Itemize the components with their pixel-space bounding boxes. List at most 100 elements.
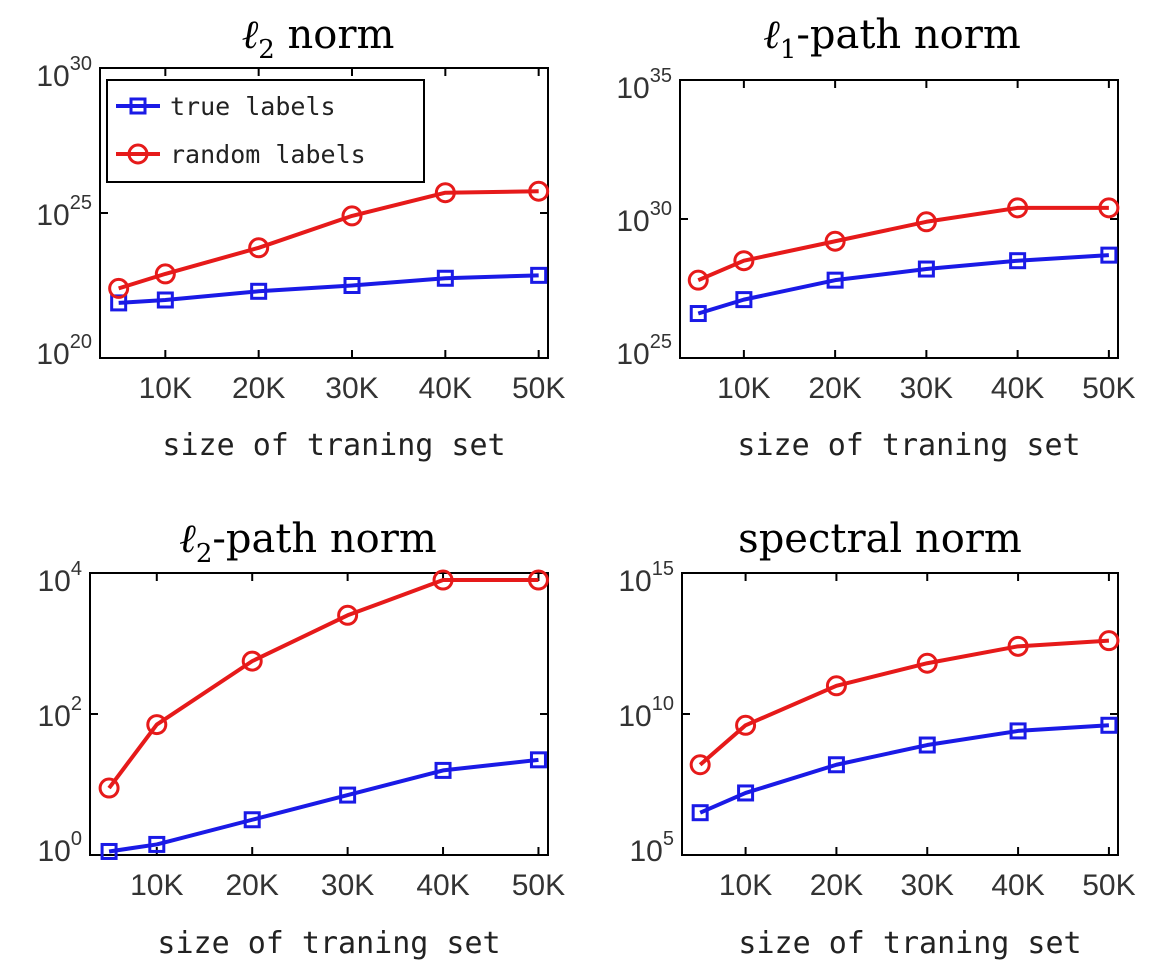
legend-label: true labels xyxy=(170,92,336,121)
y-tick-base: 10 xyxy=(36,60,69,93)
y-tick-base: 10 xyxy=(38,835,71,868)
y-tick-base: 10 xyxy=(38,565,71,598)
y-tick-base: 10 xyxy=(36,338,69,371)
data-point-random-labels xyxy=(825,675,847,697)
data-point-random-labels xyxy=(248,237,270,259)
data-point-random-labels xyxy=(1007,197,1029,219)
data-point-random-labels xyxy=(341,205,363,227)
data-point-random-labels xyxy=(915,211,937,233)
data-point-true-labels xyxy=(434,761,452,779)
series-line-random-labels xyxy=(698,638,1110,767)
y-tick-label: 105 xyxy=(630,828,675,868)
y-tick-exponent: 0 xyxy=(71,828,82,850)
y-tick-label: 104 xyxy=(38,558,83,598)
series-line-true-labels xyxy=(697,253,1109,316)
title-math: ℓ xyxy=(179,516,196,562)
data-point-random-labels xyxy=(733,250,755,272)
x-axis-label: size of traning set xyxy=(738,926,1081,961)
data-point-random-labels xyxy=(108,277,130,299)
title-rest: -path norm xyxy=(212,516,436,562)
x-tick-label: 30K xyxy=(900,372,953,405)
x-tick-label: 20K xyxy=(232,372,285,405)
data-point-true-labels xyxy=(1009,722,1027,740)
y-tick-label: 1025 xyxy=(616,331,672,371)
x-axis-label: size of traning set xyxy=(157,926,500,961)
x-tick-label: 10K xyxy=(139,372,192,405)
x-tick-label: 20K xyxy=(808,372,861,405)
series-line-random-labels xyxy=(107,578,539,790)
y-tick-label: 1010 xyxy=(618,693,674,733)
title-math: ℓ xyxy=(242,12,259,58)
legend: true labels random labels xyxy=(106,79,425,183)
data-point-true-labels xyxy=(343,277,361,294)
data-point-true-labels xyxy=(529,751,547,769)
y-tick-exponent: 15 xyxy=(652,558,674,580)
series-line-true-labels xyxy=(699,723,1110,815)
x-axis-label: size of traning set xyxy=(162,428,505,463)
title-subscript: 2 xyxy=(258,35,275,65)
x-tick-label: 40K xyxy=(416,869,469,902)
x-tick-label: 10K xyxy=(719,869,772,902)
data-point-random-labels xyxy=(1007,635,1029,657)
x-tick-label: 50K xyxy=(512,372,565,405)
data-point-random-labels xyxy=(337,604,359,626)
title-math: ℓ xyxy=(763,12,780,58)
chart-title: ℓ2 norm xyxy=(242,12,395,65)
y-tick-label: 100 xyxy=(38,828,83,868)
data-point-random-labels xyxy=(1098,197,1120,219)
series-line-random-labels xyxy=(118,189,539,291)
data-point-true-labels xyxy=(530,266,548,284)
data-point-random-labels xyxy=(1098,630,1120,652)
y-tick-base: 10 xyxy=(36,199,69,232)
x-tick-label: 10K xyxy=(130,869,183,902)
data-point-random-labels xyxy=(528,180,550,202)
series-line-random-labels xyxy=(697,205,1109,282)
title-rest: -path norm xyxy=(796,12,1020,58)
y-tick-exponent: 10 xyxy=(652,693,674,715)
y-tick-exponent: 30 xyxy=(70,53,92,75)
data-point-random-labels xyxy=(241,650,263,672)
data-point-true-labels xyxy=(827,756,845,774)
x-tick-label: 20K xyxy=(810,869,863,902)
chart-title: spectral norm xyxy=(738,516,1022,562)
y-tick-exponent: 5 xyxy=(663,828,674,850)
title-subscript: 1 xyxy=(780,35,797,65)
y-tick-exponent: 4 xyxy=(71,558,82,580)
data-point-random-labels xyxy=(689,754,711,776)
title-rest: norm xyxy=(275,12,395,58)
data-point-random-labels xyxy=(98,777,120,799)
y-tick-exponent: 25 xyxy=(650,331,672,353)
plot-frame xyxy=(681,572,1119,856)
x-axis-label: size of traning set xyxy=(737,428,1080,463)
x-tick-label: 50K xyxy=(1082,869,1135,902)
data-point-true-labels xyxy=(436,269,454,287)
series-line-true-labels xyxy=(118,273,539,305)
legend-marker-circle xyxy=(127,143,149,165)
data-point-random-labels xyxy=(735,714,757,736)
y-tick-base: 10 xyxy=(616,338,649,371)
y-tick-exponent: 30 xyxy=(650,198,672,220)
data-point-true-labels xyxy=(1009,252,1027,270)
legend-box xyxy=(106,79,425,183)
data-point-true-labels xyxy=(917,260,935,278)
y-tick-label: 1025 xyxy=(36,192,92,232)
y-tick-exponent: 20 xyxy=(70,331,92,353)
data-point-true-labels xyxy=(243,811,261,829)
y-tick-label: 1030 xyxy=(36,53,92,93)
data-point-random-labels xyxy=(146,714,168,736)
y-tick-label: 1020 xyxy=(36,331,92,371)
y-tick-base: 10 xyxy=(616,72,649,105)
x-tick-label: 40K xyxy=(419,372,472,405)
data-point-true-labels xyxy=(1100,246,1118,264)
chart-title: ℓ1-path norm xyxy=(763,12,1021,65)
data-point-random-labels xyxy=(916,652,938,674)
y-tick-base: 10 xyxy=(630,835,663,868)
y-tick-base: 10 xyxy=(38,700,71,733)
data-point-random-labels xyxy=(687,269,709,291)
data-point-true-labels xyxy=(148,835,166,853)
data-point-random-labels xyxy=(432,569,454,591)
data-point-true-labels xyxy=(250,282,268,300)
